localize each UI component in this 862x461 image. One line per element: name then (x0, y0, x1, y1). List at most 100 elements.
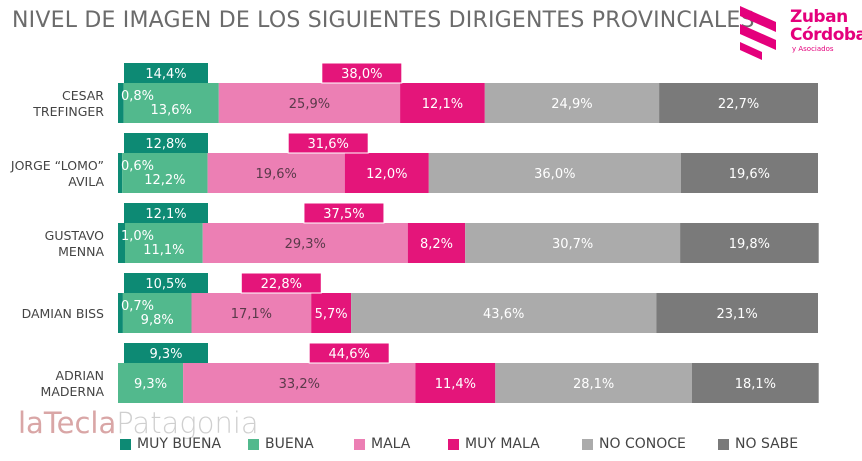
bar-segment-mala (202, 223, 408, 263)
segment-label: 18,1% (735, 377, 776, 392)
segment-label: 19,6% (729, 167, 770, 182)
category-label: ADRIAN (56, 368, 104, 383)
legend-swatch (718, 438, 729, 450)
bar-segment-muy-mala (407, 223, 466, 263)
bar-segment-buena (122, 153, 208, 193)
category-label: DAMIAN BISS (22, 306, 104, 321)
positive-total-badge (124, 343, 208, 363)
brand-logo: Zuban Córdoba y Asociados (736, 4, 862, 60)
logo-line-1: Zuban (790, 7, 848, 27)
legend-swatch (120, 438, 131, 450)
bar-segment-mala (183, 363, 416, 403)
positive-total-badge (124, 63, 208, 83)
bar-segment-no-sabe (659, 83, 818, 123)
bar-segment-muy-buena (118, 83, 124, 123)
positive-total-label: 14,4% (145, 67, 186, 82)
negative-total-badge (287, 132, 369, 154)
bar-segment-no-conoce (484, 83, 660, 123)
legend-label: MUY BUENA (137, 436, 222, 452)
segment-label: 30,7% (552, 237, 593, 252)
legend-swatch (448, 438, 459, 450)
segment-label: 43,6% (483, 307, 524, 322)
negative-total-label: 37,5% (323, 207, 364, 222)
positive-total-badge (124, 273, 208, 293)
segment-label: 5,7% (315, 307, 348, 322)
segment-label: 36,0% (534, 167, 575, 182)
segment-label: 12,0% (366, 167, 407, 182)
bar-segment-muy-mala (400, 83, 485, 123)
negative-total-label: 31,6% (308, 137, 349, 152)
segment-label: 12,2% (144, 173, 185, 188)
logo-line-3: y Asociados (792, 45, 834, 53)
legend-item-no-sabe: NO SABE (718, 436, 798, 452)
negative-total-badge (321, 62, 403, 84)
category-label: MADERNA (41, 384, 105, 399)
positive-total-label: 9,3% (149, 347, 182, 362)
legend-label: BUENA (265, 436, 314, 452)
segment-label: 19,8% (729, 237, 770, 252)
bar-segment-buena (122, 293, 192, 333)
bar-segment-no-sabe (656, 293, 818, 333)
category-label: MENNA (58, 244, 104, 259)
segment-label: 8,2% (420, 237, 453, 252)
positive-total-badge (124, 133, 208, 153)
bar-segment-muy-buena (118, 223, 125, 263)
positive-total-badge (124, 203, 208, 223)
bar-segment-buena (118, 363, 184, 403)
bar-segment-no-conoce (465, 223, 681, 263)
legend-swatch (248, 438, 259, 450)
segment-label: 22,7% (718, 97, 759, 112)
segment-label: 13,6% (151, 103, 192, 118)
segment-label: 29,3% (285, 237, 326, 252)
chart-title: NIVEL DE IMAGEN DE LOS SIGUIENTES DIRIGE… (12, 8, 755, 33)
segment-label: 0,8% (121, 89, 154, 104)
legend-swatch (582, 438, 593, 450)
segment-label: 28,1% (573, 377, 614, 392)
bar-segment-muy-mala (344, 153, 429, 193)
bar-segment-no-sabe (680, 153, 818, 193)
logo-line-2: Córdoba (790, 25, 862, 45)
segment-label: 0,6% (121, 159, 154, 174)
bar-segment-buena (123, 83, 219, 123)
bar-segment-no-sabe (680, 223, 819, 263)
category-label: CESAR (62, 88, 104, 103)
segment-label: 1,0% (121, 229, 154, 244)
legend-label: MALA (371, 436, 411, 452)
segment-label: 9,3% (134, 377, 167, 392)
positive-total-label: 12,1% (145, 207, 186, 222)
bar-segment-muy-buena (118, 293, 123, 333)
legend-item-mala: MALA (354, 436, 410, 452)
segment-label: 23,1% (716, 307, 757, 322)
legend-item-buena: BUENA (248, 436, 314, 452)
negative-total-badge (303, 202, 385, 224)
legend-item-no-conoce: NO CONOCE (582, 436, 686, 452)
negative-total-label: 38,0% (341, 67, 382, 82)
segment-label: 17,1% (231, 307, 272, 322)
bar-segment-muy-buena (118, 153, 123, 193)
watermark: laTeclaPatagonia (18, 406, 259, 440)
segment-label: 0,7% (121, 299, 154, 314)
bar-segment-muy-mala (415, 363, 496, 403)
positive-total-label: 12,8% (145, 137, 186, 152)
segment-label: 33,2% (279, 377, 320, 392)
category-label: AVILA (68, 174, 104, 189)
watermark-part-2: Patagonia (116, 406, 259, 440)
positive-total-label: 10,5% (145, 277, 186, 292)
segment-label: 25,9% (289, 97, 330, 112)
legend-label: NO SABE (735, 436, 799, 452)
segment-label: 11,4% (435, 377, 476, 392)
bar-segment-no-conoce (428, 153, 681, 193)
segment-label: 12,1% (422, 97, 463, 112)
category-label: TREFINGER (32, 104, 104, 119)
bar-segment-mala (218, 83, 401, 123)
legend-swatch (354, 438, 365, 450)
bar-segment-buena (125, 223, 203, 263)
negative-total-badge (240, 272, 322, 294)
bar-segment-no-conoce (495, 363, 692, 403)
category-label: JORGE “LOMO” (10, 158, 104, 173)
bar-segment-mala (191, 293, 312, 333)
segment-label: 9,8% (141, 313, 174, 328)
watermark-part-1: laTecla (18, 406, 117, 440)
segment-label: 11,1% (143, 243, 184, 258)
